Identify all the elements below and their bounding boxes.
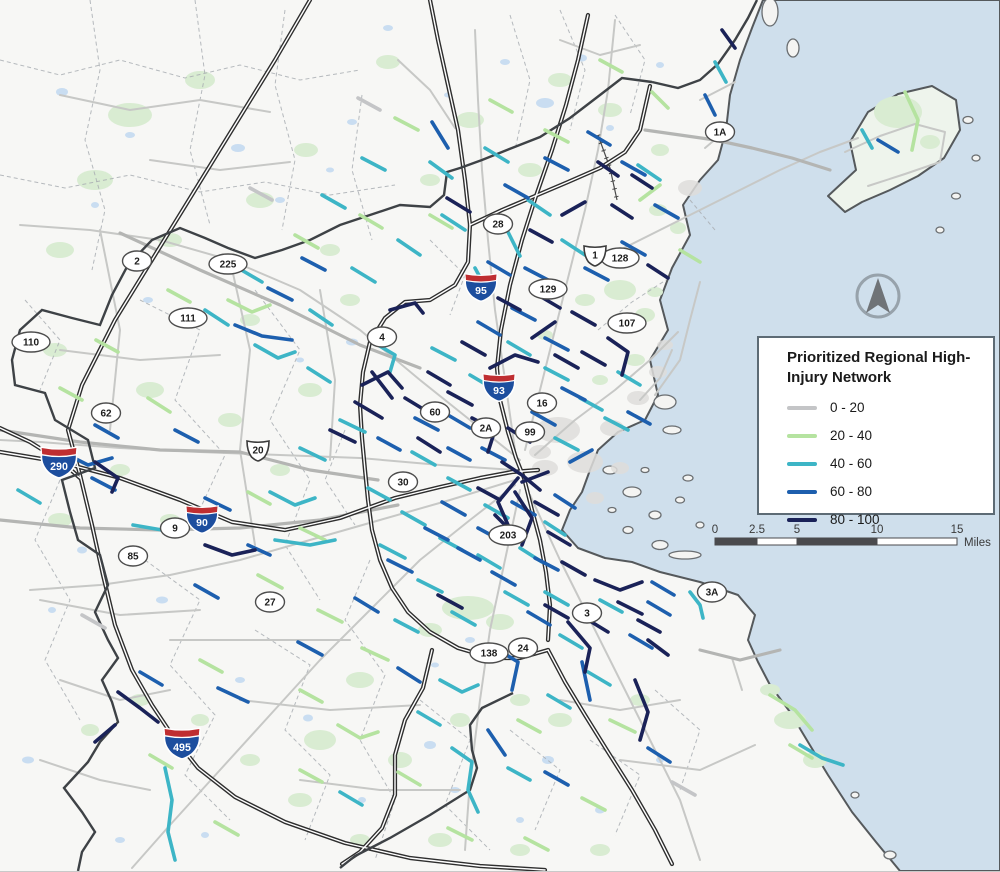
- legend-item: 40 - 60: [787, 456, 985, 471]
- us-route-shield-20: 20: [246, 439, 270, 462]
- highways-layer: [0, 0, 675, 871]
- svg-text:9: 9: [172, 524, 178, 535]
- legend-swatch: [787, 489, 817, 494]
- svg-text:20: 20: [252, 446, 264, 457]
- svg-text:16: 16: [536, 399, 548, 410]
- route-shield-111: 111: [168, 307, 208, 329]
- legend-swatch: [787, 405, 817, 410]
- legend-item-label: 80 - 100: [830, 512, 880, 527]
- route-shield-24: 24: [507, 637, 539, 659]
- svg-text:138: 138: [481, 649, 498, 660]
- legend-item: 20 - 40: [787, 428, 985, 443]
- svg-text:290: 290: [50, 461, 68, 473]
- svg-text:93: 93: [493, 385, 505, 397]
- route-shield-27: 27: [254, 591, 286, 613]
- legend-item-label: 0 - 20: [830, 400, 865, 415]
- svg-text:90: 90: [196, 517, 208, 529]
- route-shield-225: 225: [208, 253, 248, 275]
- svg-text:99: 99: [524, 428, 536, 439]
- scale-tick-label: 15: [951, 524, 964, 536]
- interstate-shield-90: 90: [185, 505, 219, 535]
- interstate-shield-95: 95: [464, 273, 498, 303]
- svg-text:28: 28: [492, 220, 504, 231]
- route-shield-3A: 3A: [696, 581, 728, 603]
- route-shield-4: 4: [366, 326, 398, 348]
- svg-text:85: 85: [127, 552, 139, 563]
- north-arrow-icon: [855, 273, 901, 319]
- legend-title: Prioritized Regional High- Injury Networ…: [787, 348, 985, 387]
- scale-tick-label: 10: [871, 524, 884, 536]
- svg-text:495: 495: [173, 742, 191, 754]
- legend-title-line2: Injury Network: [787, 368, 892, 386]
- route-shield-2: 2: [121, 250, 153, 272]
- svg-text:30: 30: [397, 478, 409, 489]
- route-shield-30: 30: [387, 471, 419, 493]
- scale-tick-label: 0: [712, 524, 718, 536]
- high-injury-network-layer: [16, 28, 920, 862]
- svg-text:225: 225: [220, 260, 237, 271]
- legend-swatch: [787, 517, 817, 522]
- route-shields-layer: 2 225 111 110 62 9 85 27 4 28 129 128 107 1A 16 60 2A 99 3…: [11, 121, 736, 760]
- route-shield-107: 107: [607, 312, 647, 334]
- svg-text:2A: 2A: [480, 424, 493, 435]
- legend-item: 60 - 80: [787, 484, 985, 499]
- route-shield-1A: 1A: [704, 121, 736, 143]
- legend-item-label: 40 - 60: [830, 456, 873, 471]
- svg-text:95: 95: [475, 285, 487, 297]
- svg-text:110: 110: [23, 338, 40, 349]
- legend-swatch: [787, 461, 817, 466]
- route-shield-16: 16: [526, 392, 558, 414]
- legend-item-label: 60 - 80: [830, 484, 873, 499]
- us-route-shield-1: 1: [583, 244, 607, 267]
- route-shield-129: 129: [528, 278, 568, 300]
- svg-text:3A: 3A: [706, 588, 719, 599]
- svg-text:2: 2: [134, 257, 140, 268]
- route-shield-28: 28: [482, 213, 514, 235]
- legend-items: 0 - 20 20 - 40 40 - 60 60 - 80 80 - 100: [787, 400, 985, 527]
- svg-text:107: 107: [619, 319, 636, 330]
- route-shield-2A: 2A: [470, 417, 502, 439]
- legend-swatch: [787, 433, 817, 438]
- route-shield-128: 128: [600, 247, 640, 269]
- harbor-islands-layer: [602, 0, 981, 860]
- legend-item: 0 - 20: [787, 400, 985, 415]
- svg-text:60: 60: [429, 408, 441, 419]
- legend-panel: Prioritized Regional High- Injury Networ…: [757, 336, 995, 527]
- interstate-shield-93: 93: [482, 373, 516, 403]
- svg-text:1A: 1A: [714, 128, 727, 139]
- svg-text:4: 4: [379, 333, 385, 344]
- svg-text:24: 24: [517, 644, 529, 655]
- scale-unit-label: Miles: [964, 537, 991, 549]
- route-shield-138: 138: [469, 642, 509, 664]
- interstate-shield-495: 495: [163, 727, 201, 760]
- interstate-shield-290: 290: [40, 446, 78, 479]
- route-shield-60: 60: [419, 401, 451, 423]
- route-shield-203: 203: [488, 524, 528, 546]
- svg-text:1: 1: [592, 251, 598, 262]
- svg-text:203: 203: [500, 531, 517, 542]
- svg-text:111: 111: [180, 314, 196, 325]
- route-shield-99: 99: [514, 421, 546, 443]
- route-shield-110: 110: [11, 331, 51, 353]
- svg-text:27: 27: [264, 598, 276, 609]
- legend-item-label: 20 - 40: [830, 428, 873, 443]
- railroad-layer: [595, 134, 620, 201]
- svg-text:129: 129: [540, 285, 557, 296]
- svg-text:62: 62: [100, 409, 112, 420]
- scale-tick-label: 5: [794, 524, 800, 536]
- svg-text:3: 3: [584, 609, 590, 620]
- svg-text:128: 128: [612, 254, 629, 265]
- route-shield-62: 62: [90, 402, 122, 424]
- route-shield-3: 3: [571, 602, 603, 624]
- legend-title-line1: Prioritized Regional High-: [787, 349, 971, 366]
- scale-tick-label: 2.5: [749, 524, 765, 536]
- route-shield-85: 85: [117, 545, 149, 567]
- route-shield-9: 9: [159, 517, 191, 539]
- legend-item: 80 - 100: [787, 512, 985, 527]
